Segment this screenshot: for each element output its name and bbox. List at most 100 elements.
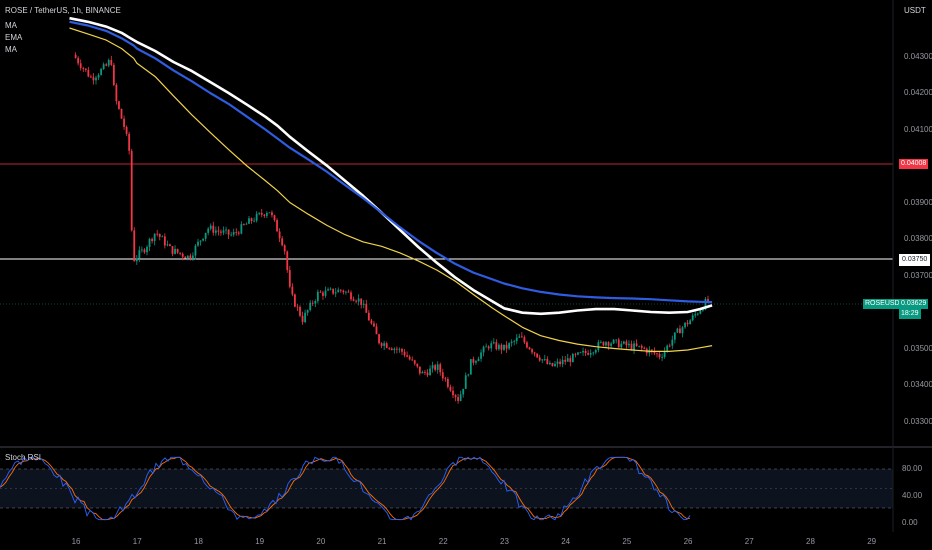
candle[interactable] xyxy=(396,346,398,354)
candle[interactable] xyxy=(625,339,628,349)
candle[interactable] xyxy=(153,233,156,246)
candle[interactable] xyxy=(158,233,161,241)
candle[interactable] xyxy=(189,253,192,261)
candle[interactable] xyxy=(513,339,516,346)
candle[interactable] xyxy=(454,394,457,402)
candle[interactable] xyxy=(559,358,561,367)
candle[interactable] xyxy=(357,294,360,306)
candle[interactable] xyxy=(452,386,454,398)
candle[interactable] xyxy=(373,320,375,328)
candle[interactable] xyxy=(161,235,164,238)
candle[interactable] xyxy=(135,255,138,265)
candle[interactable] xyxy=(314,299,317,308)
candle[interactable] xyxy=(375,323,378,335)
candle[interactable] xyxy=(207,227,210,236)
candle[interactable] xyxy=(480,349,482,362)
candle[interactable] xyxy=(671,335,674,349)
ema-blue-line[interactable] xyxy=(69,20,713,304)
candle[interactable] xyxy=(148,237,151,252)
candle[interactable] xyxy=(253,217,255,223)
candle[interactable] xyxy=(434,363,437,372)
candle[interactable] xyxy=(192,252,194,261)
candle[interactable] xyxy=(388,347,391,351)
candle[interactable] xyxy=(255,211,258,223)
indicator-ma-2[interactable]: MA xyxy=(5,45,17,54)
candle[interactable] xyxy=(97,73,100,81)
candle[interactable] xyxy=(151,237,153,244)
candle[interactable] xyxy=(222,226,225,236)
candle[interactable] xyxy=(564,356,567,365)
candle[interactable] xyxy=(276,218,278,232)
candle[interactable] xyxy=(645,347,648,357)
candle[interactable] xyxy=(281,235,284,247)
candle[interactable] xyxy=(166,240,169,247)
candle[interactable] xyxy=(342,289,345,295)
candle[interactable] xyxy=(541,359,544,364)
candle[interactable] xyxy=(503,344,505,352)
candle[interactable] xyxy=(350,290,352,302)
candle[interactable] xyxy=(475,359,477,365)
candle[interactable] xyxy=(577,352,579,356)
candle[interactable] xyxy=(133,227,136,262)
candle[interactable] xyxy=(204,232,207,242)
candle[interactable] xyxy=(291,283,294,297)
candle[interactable] xyxy=(197,238,199,247)
candle[interactable] xyxy=(82,66,85,72)
candle[interactable] xyxy=(268,212,271,214)
candle[interactable] xyxy=(209,223,212,231)
candle[interactable] xyxy=(214,226,217,236)
candle[interactable] xyxy=(143,248,146,254)
candle[interactable] xyxy=(90,74,92,79)
candle[interactable] xyxy=(332,288,335,296)
candle[interactable] xyxy=(554,360,556,367)
candle[interactable] xyxy=(283,244,286,255)
candle[interactable] xyxy=(485,343,488,348)
candle[interactable] xyxy=(220,229,222,236)
stoch-k-line[interactable] xyxy=(0,456,691,521)
candle[interactable] xyxy=(403,349,406,358)
candle[interactable] xyxy=(138,246,141,263)
candle[interactable] xyxy=(107,58,110,68)
indicator-ma-1[interactable]: MA xyxy=(5,21,17,30)
candle[interactable] xyxy=(322,290,324,300)
candle[interactable] xyxy=(390,347,393,351)
stoch-rsi-pane[interactable] xyxy=(0,456,893,521)
candle[interactable] xyxy=(589,349,592,358)
candle[interactable] xyxy=(689,319,692,325)
candle[interactable] xyxy=(370,318,373,325)
candle[interactable] xyxy=(334,288,337,298)
candle[interactable] xyxy=(347,289,350,293)
candle[interactable] xyxy=(467,373,470,377)
candle[interactable] xyxy=(237,230,240,236)
candle[interactable] xyxy=(186,255,189,261)
candle[interactable] xyxy=(146,245,148,256)
moving-averages[interactable] xyxy=(69,16,713,352)
candle[interactable] xyxy=(169,243,171,247)
candle[interactable] xyxy=(615,339,618,344)
candle[interactable] xyxy=(668,343,671,348)
candle[interactable] xyxy=(301,311,304,325)
candle[interactable] xyxy=(607,341,610,350)
candle[interactable] xyxy=(610,341,612,349)
candle[interactable] xyxy=(546,356,549,365)
candle[interactable] xyxy=(571,352,574,363)
candle[interactable] xyxy=(421,370,424,374)
candle[interactable] xyxy=(130,148,133,232)
candle[interactable] xyxy=(125,125,128,136)
candle[interactable] xyxy=(566,353,569,362)
candle[interactable] xyxy=(622,340,625,345)
candle[interactable] xyxy=(79,59,82,71)
candle[interactable] xyxy=(319,290,322,293)
candle[interactable] xyxy=(429,365,431,376)
candle[interactable] xyxy=(686,320,689,327)
candle[interactable] xyxy=(556,358,559,368)
candle[interactable] xyxy=(232,228,235,237)
candle[interactable] xyxy=(235,228,238,236)
candle[interactable] xyxy=(112,62,115,87)
candle[interactable] xyxy=(299,305,301,318)
candle[interactable] xyxy=(311,300,314,307)
candle[interactable] xyxy=(245,222,248,225)
candle[interactable] xyxy=(579,351,582,354)
candle[interactable] xyxy=(592,351,595,356)
candle[interactable] xyxy=(87,66,90,78)
